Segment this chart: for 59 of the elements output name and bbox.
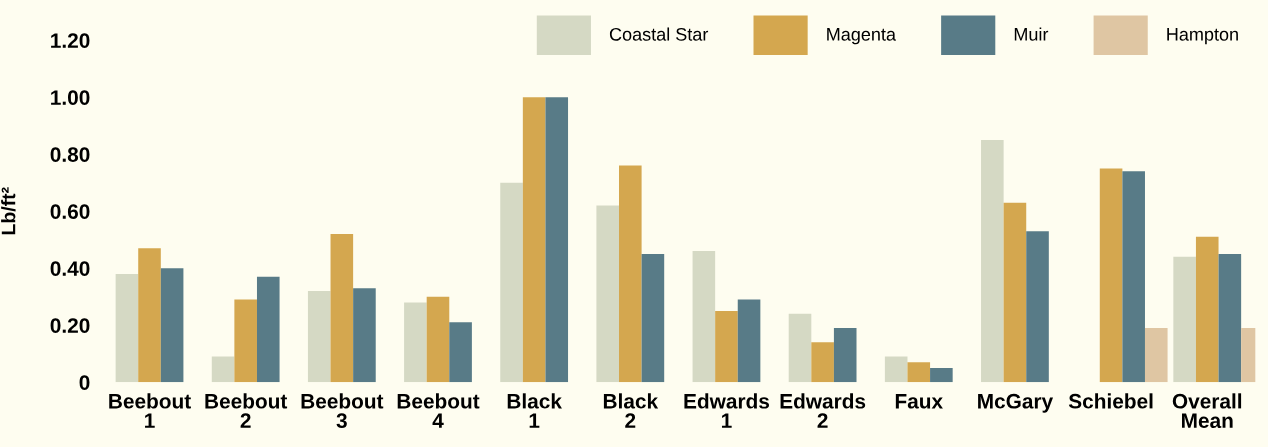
x-tick-label: Black 2 — [603, 393, 659, 428]
x-tick-label: McGary — [978, 393, 1054, 413]
bar — [330, 234, 354, 383]
y-tick-label: 1.00 — [51, 90, 90, 105]
bar — [307, 291, 331, 383]
bar — [981, 139, 1004, 383]
y-tick-label: 0.60 — [50, 204, 90, 219]
bar — [449, 322, 472, 383]
y-axis-title: Lb/ft² — [1, 187, 16, 235]
x-tick-label: Black 1 — [507, 393, 562, 428]
x-tick-label: Faux — [895, 394, 943, 409]
x-tick-label: Beebout 3 — [301, 393, 384, 429]
bar — [522, 97, 546, 383]
bar — [115, 273, 139, 383]
legend-label: Coastal Star — [609, 27, 709, 41]
x-tick-label: Edwards 2 — [780, 393, 866, 428]
bar — [619, 165, 642, 383]
bar — [737, 299, 761, 383]
bar — [545, 97, 569, 383]
bar — [811, 342, 834, 383]
legend-label: Magenta — [827, 28, 896, 45]
x-tick-label: Overall Mean — [1172, 393, 1242, 429]
bar — [404, 302, 427, 383]
y-tick-label: 0.20 — [50, 318, 90, 333]
bar — [138, 248, 161, 383]
bar — [426, 296, 450, 383]
bar — [234, 299, 257, 383]
bar — [1218, 253, 1242, 383]
legend-label: Muir — [1014, 27, 1049, 41]
bar — [160, 268, 184, 383]
bar — [256, 276, 280, 383]
bar — [715, 310, 738, 383]
x-tick-label: Beebout 1 — [109, 393, 191, 428]
bar — [884, 356, 908, 383]
legend-label: Hampton — [1167, 28, 1238, 45]
bar — [788, 313, 812, 383]
bar — [907, 362, 931, 383]
bar — [641, 253, 665, 383]
bar — [1099, 168, 1123, 383]
x-tick-label: Edwards 1 — [684, 393, 770, 428]
bar — [1026, 231, 1049, 383]
bar — [692, 251, 716, 383]
y-tick-label: 0.80 — [50, 147, 90, 162]
bar — [1173, 256, 1196, 383]
bar — [353, 288, 376, 383]
x-tick-label: Schiebel — [1068, 393, 1153, 409]
y-tick-label: 1.20 — [51, 33, 90, 48]
bar — [500, 182, 523, 383]
bar — [596, 205, 619, 383]
bar — [1195, 236, 1219, 383]
y-tick-label: 0 — [79, 375, 90, 390]
bar — [930, 367, 953, 383]
x-tick-label: Beebout 2 — [205, 393, 288, 428]
bar — [211, 356, 235, 383]
x-tick-label: Beebout 4 — [397, 393, 480, 428]
bar — [833, 328, 857, 383]
bar — [1003, 202, 1027, 383]
bar — [1122, 171, 1145, 383]
y-tick-label: 0.40 — [50, 261, 90, 276]
